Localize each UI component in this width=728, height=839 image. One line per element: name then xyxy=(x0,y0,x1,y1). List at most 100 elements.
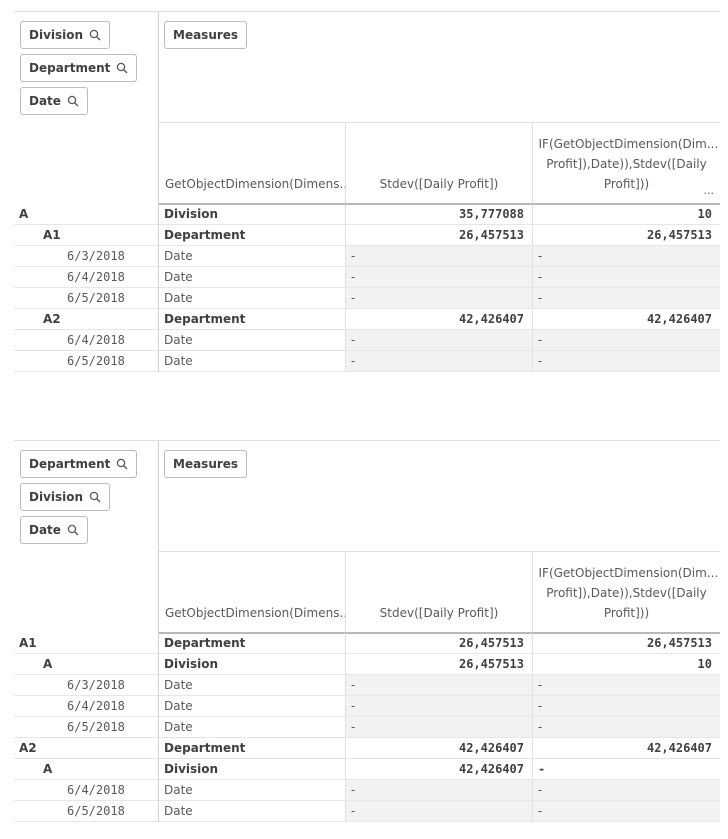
table-row: 6/5/2018 Date - - xyxy=(14,288,720,309)
pivot-header: Division Department Date Measures GetObj… xyxy=(14,11,720,205)
table-row: 6/4/2018 Date - - xyxy=(14,330,720,351)
if-cell: - xyxy=(533,351,720,371)
stdev-cell: - xyxy=(346,267,533,287)
if-cell: - xyxy=(533,801,720,821)
department-chip[interactable]: Department xyxy=(20,450,138,478)
stdev-cell: - xyxy=(346,696,533,716)
row-label[interactable]: 6/5/2018 xyxy=(14,288,159,309)
stdev-cell: 42,426407 xyxy=(346,309,533,329)
chip-label: Division xyxy=(29,490,84,504)
table-row: A1 Department 26,457513 26,457513 xyxy=(14,633,720,654)
stdev-cell: - xyxy=(346,351,533,371)
row-label[interactable]: 6/4/2018 xyxy=(14,696,159,717)
if-cell: - xyxy=(533,246,720,266)
department-chip[interactable]: Department xyxy=(20,54,138,82)
search-icon xyxy=(117,458,128,470)
measures-chip[interactable]: Measures xyxy=(164,21,248,49)
if-cell: 42,426407 xyxy=(646,741,712,755)
column-headers: GetObjectDimension(Dimens... Stdev([Dail… xyxy=(159,123,720,205)
search-icon xyxy=(89,491,101,503)
if-cell: 10 xyxy=(697,207,712,221)
dimension-cell: Date xyxy=(159,351,346,371)
row-label[interactable]: 6/4/2018 xyxy=(14,267,159,288)
chip-label: Date xyxy=(29,523,61,537)
table-row: A2 Department 42,426407 42,426407 xyxy=(14,309,720,330)
table-row: A Division 26,457513 10 xyxy=(14,654,720,675)
dimension-cell: Division xyxy=(159,759,346,779)
stdev-cell: - xyxy=(346,246,533,266)
row-label[interactable]: A xyxy=(14,204,159,225)
column-header-getobjectdimension[interactable]: GetObjectDimension(Dimens... xyxy=(159,123,346,203)
row-label[interactable]: A2 xyxy=(14,738,159,759)
dimension-cell: Date xyxy=(159,717,346,737)
search-icon xyxy=(67,524,79,536)
pivot-table-1: Division Department Date Measures GetObj… xyxy=(14,11,720,372)
if-cell: - xyxy=(533,780,720,800)
row-label[interactable]: 6/5/2018 xyxy=(14,717,159,738)
if-cell: - xyxy=(538,762,546,776)
measures-row: Measures xyxy=(159,441,720,552)
if-cell: - xyxy=(533,267,720,287)
dimension-cell: Date xyxy=(159,696,346,716)
division-chip[interactable]: Division xyxy=(20,483,111,511)
stdev-cell: - xyxy=(346,801,533,821)
row-label[interactable]: A xyxy=(14,654,159,675)
if-cell: 42,426407 xyxy=(646,312,712,326)
dimension-cell: Date xyxy=(159,267,346,287)
chip-label: Department xyxy=(29,457,111,471)
truncation-ellipsis: ... xyxy=(703,184,715,197)
stdev-cell: - xyxy=(346,780,533,800)
row-label[interactable]: 6/3/2018 xyxy=(14,246,159,267)
dimension-cell: Date xyxy=(159,675,346,695)
row-label[interactable]: 6/4/2018 xyxy=(14,780,159,801)
chip-label: Measures xyxy=(173,457,239,471)
if-cell: 10 xyxy=(697,657,712,671)
table-row: 6/3/2018 Date - - xyxy=(14,246,720,267)
row-label[interactable]: 6/5/2018 xyxy=(14,801,159,822)
column-header-getobjectdimension[interactable]: GetObjectDimension(Dimens... xyxy=(159,552,346,632)
stdev-cell: 42,426407 xyxy=(346,738,533,758)
table-row: 6/4/2018 Date - - xyxy=(14,696,720,717)
search-icon xyxy=(67,95,79,107)
row-label[interactable]: A2 xyxy=(14,309,159,330)
column-headers: GetObjectDimension(Dimens... Stdev([Dail… xyxy=(159,552,720,634)
table-row: 6/4/2018 Date - - xyxy=(14,267,720,288)
table-row: 6/4/2018 Date - - xyxy=(14,780,720,801)
table-row: A Division 35,777088 10 xyxy=(14,204,720,225)
division-chip[interactable]: Division xyxy=(20,21,111,49)
dimension-cell: Department xyxy=(159,309,346,329)
if-cell: - xyxy=(533,717,720,737)
row-label[interactable]: A xyxy=(14,759,159,780)
date-chip[interactable]: Date xyxy=(20,516,88,544)
row-label[interactable]: 6/4/2018 xyxy=(14,330,159,351)
measures-chip[interactable]: Measures xyxy=(164,450,248,478)
column-header-if-expression[interactable]: IF(GetObjectDimension(Dim... Profit]),Da… xyxy=(533,123,720,203)
stdev-cell: - xyxy=(346,288,533,308)
column-header-if-expression[interactable]: IF(GetObjectDimension(Dim... Profit]),Da… xyxy=(538,566,719,620)
dimension-cell: Department xyxy=(159,738,346,758)
search-icon xyxy=(89,29,101,41)
row-label[interactable]: 6/5/2018 xyxy=(14,351,159,372)
dimension-panel: Division Department Date xyxy=(14,12,159,205)
dimension-cell: Date xyxy=(159,801,346,821)
chip-label: Division xyxy=(29,28,84,42)
row-label[interactable]: A1 xyxy=(14,225,159,246)
dimension-cell: Division xyxy=(159,204,346,224)
column-header-stdev[interactable]: Stdev([Daily Profit]) xyxy=(346,552,533,632)
measure-header-area: Measures GetObjectDimension(Dimens... St… xyxy=(159,12,720,205)
measures-row: Measures xyxy=(159,12,720,123)
pivot-header: Department Division Date Measures GetObj… xyxy=(14,440,720,634)
dimension-cell: Department xyxy=(159,225,346,245)
search-icon xyxy=(117,62,128,74)
dimension-cell: Division xyxy=(159,654,346,674)
date-chip[interactable]: Date xyxy=(20,87,88,115)
table-row: A1 Department 26,457513 26,457513 xyxy=(14,225,720,246)
if-cell: - xyxy=(533,696,720,716)
row-label[interactable]: A1 xyxy=(14,633,159,654)
row-label[interactable]: 6/3/2018 xyxy=(14,675,159,696)
column-header-stdev[interactable]: Stdev([Daily Profit]) xyxy=(346,123,533,203)
if-cell: - xyxy=(533,330,720,350)
table-row: 6/5/2018 Date - - xyxy=(14,717,720,738)
chip-label: Department xyxy=(29,61,111,75)
dimension-cell: Date xyxy=(159,780,346,800)
